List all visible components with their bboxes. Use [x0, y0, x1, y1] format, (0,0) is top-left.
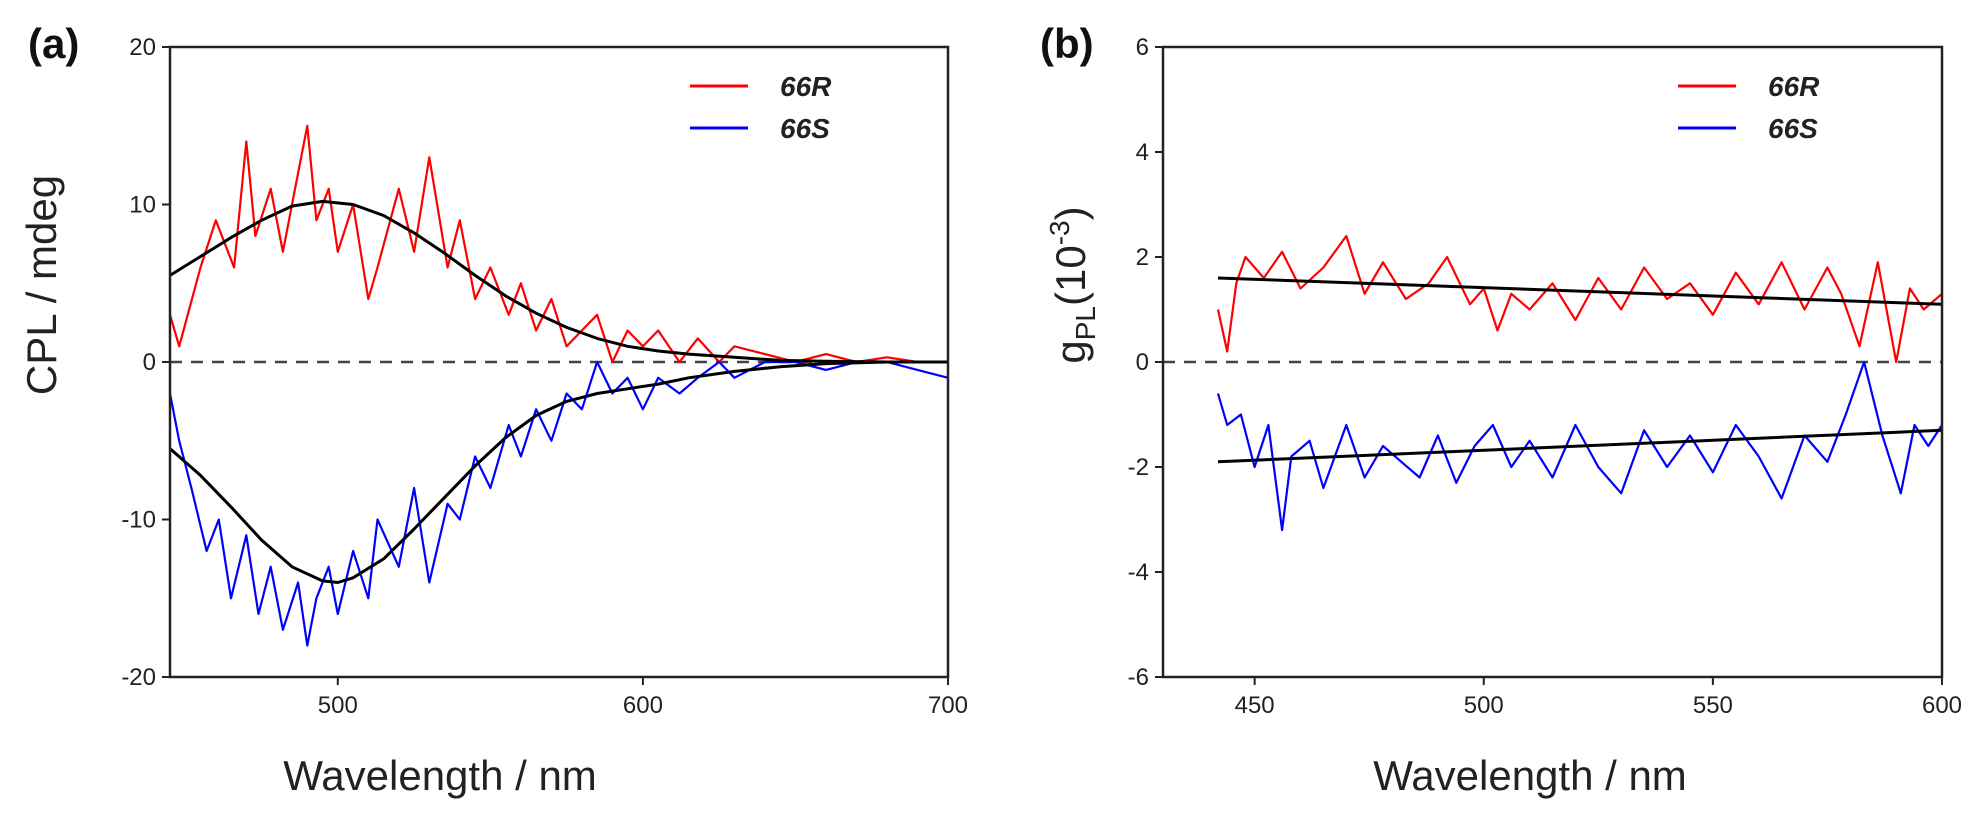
y-tick-label: -20 — [121, 664, 156, 691]
y-tick-label: 6 — [1136, 34, 1149, 61]
series-line-66s-fit — [169, 360, 948, 584]
y-tick-label: -10 — [121, 507, 156, 534]
series-line-66s — [1216, 360, 1943, 532]
panel-a-legend: 66R 66S — [690, 71, 832, 144]
series-line-66r — [168, 124, 948, 364]
series-line-66r-fit — [1217, 276, 1943, 306]
y-tick-label: -2 — [1128, 454, 1149, 481]
x-tick-label: 500 — [318, 692, 358, 719]
legend-label-66r: 66R — [780, 71, 832, 102]
x-tick-label: 600 — [1922, 692, 1962, 719]
x-tick-label: 600 — [623, 692, 663, 719]
y-tick-label: 4 — [1136, 139, 1149, 166]
series-line-66r-fit — [169, 199, 948, 364]
series-line-66s-fit — [1217, 428, 1943, 464]
panel-b-plot-area: 450 500 550 600 -6 -4 -2 0 2 4 6 — [1128, 34, 1962, 719]
series-line-66s — [168, 360, 949, 647]
legend-label-66s: 66S — [1768, 113, 1818, 144]
y-tick-label: 0 — [143, 349, 156, 376]
panel-b-legend: 66R 66S — [1678, 71, 1820, 144]
panel-a-x-axis-title: Wavelength / nm — [283, 752, 597, 799]
legend-label-66s: 66S — [780, 113, 830, 144]
panel-a-y-axis-title: CPL / mdeg — [18, 175, 65, 395]
x-tick-label: 550 — [1693, 692, 1733, 719]
panel-a-cpl-chart: (a) Wavelength / nm CPL / mdeg 500 600 700… — [18, 20, 968, 799]
panel-a-plot-area: 500 600 700 -20 -10 0 10 20 — [121, 34, 968, 719]
y-tick-label: 2 — [1136, 244, 1149, 271]
legend-label-66r: 66R — [1768, 71, 1820, 102]
y-tick-label: 10 — [129, 192, 156, 219]
panel-b-y-axis-title: gPL(10-3) — [1044, 206, 1101, 363]
panel-b-x-axis-title: Wavelength / nm — [1373, 752, 1687, 799]
panel-b-label: (b) — [1040, 20, 1094, 67]
x-tick-label: 500 — [1464, 692, 1504, 719]
y-tick-label: 0 — [1136, 349, 1149, 376]
panel-b-gpl-chart: (b) Wavelength / nm gPL(10-3) 450 500 550 6… — [1040, 20, 1962, 799]
y-tick-label: -4 — [1128, 559, 1149, 586]
x-tick-label: 700 — [928, 692, 968, 719]
y-tick-label: 20 — [129, 34, 156, 61]
y-tick-label: -6 — [1128, 664, 1149, 691]
panel-a-label: (a) — [28, 20, 79, 67]
x-tick-label: 450 — [1235, 692, 1275, 719]
